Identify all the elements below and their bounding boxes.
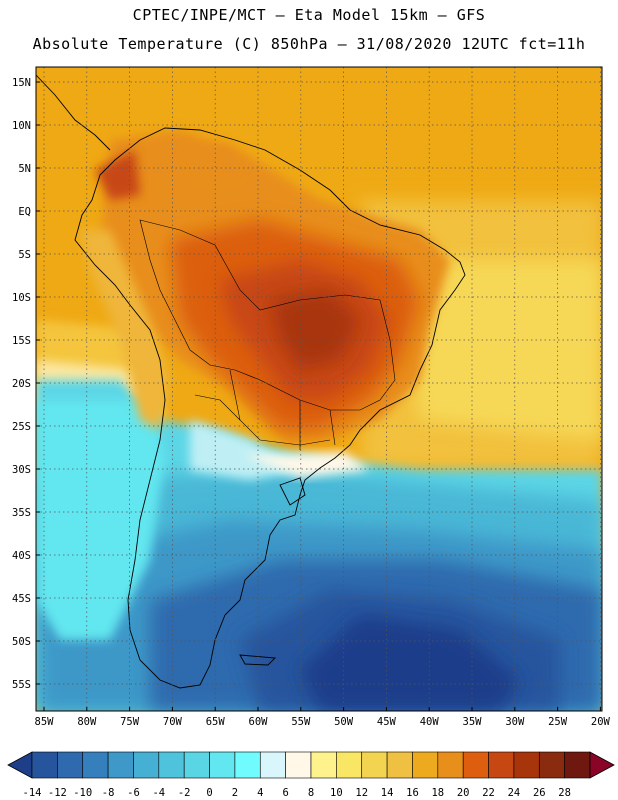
colorbar-label: 14	[381, 787, 394, 799]
colorbar-swatch	[437, 751, 464, 779]
lat-label: EQ	[18, 206, 31, 218]
colorbar-low-arrow	[7, 751, 33, 779]
chart-title-line-2: Absolute Temperature (C) 850hPa – 31/08/…	[32, 35, 586, 53]
lat-label: 20S	[12, 378, 31, 390]
colorbar-swatch	[488, 751, 515, 779]
colorbar-swatch	[183, 751, 210, 779]
colorbar-label: 0	[206, 787, 212, 799]
country-borders-south	[194, 369, 336, 450]
central-america-coast	[36, 74, 111, 151]
lat-label: 40S	[12, 550, 31, 562]
colorbar-label: -2	[178, 787, 191, 799]
falklands-outline	[239, 654, 277, 666]
lon-label: 35W	[463, 716, 483, 728]
lat-label: 5S	[18, 249, 31, 261]
colorbar-swatch	[209, 751, 236, 779]
longitude-labels: 85W 80W 75W 70W 65W 60W 55W 50W 45W 40W 35W 30W 25W 2…	[35, 707, 611, 728]
colorbar-swatch	[234, 751, 261, 779]
colorbar-label: 26	[533, 787, 546, 799]
lon-label: 50W	[334, 716, 354, 728]
colorbar-label: 6	[282, 787, 288, 799]
colorbar-swatch	[310, 751, 337, 779]
colorbar-label: 28	[558, 787, 571, 799]
colorbar-high-arrow	[589, 751, 615, 779]
colorbar-swatch	[412, 751, 439, 779]
colorbar-swatch	[386, 751, 413, 779]
lon-label: 25W	[548, 716, 568, 728]
colorbar-label: 18	[431, 787, 444, 799]
colorbar-swatch	[133, 751, 160, 779]
colorbar-swatch	[462, 751, 489, 779]
colorbar-swatch	[361, 751, 388, 779]
colorbar-label: 22	[482, 787, 495, 799]
colorbar-swatch	[158, 751, 185, 779]
colorbar-swatch	[285, 751, 312, 779]
plot-frame	[35, 66, 603, 712]
colorbar-label: 10	[330, 787, 343, 799]
colorbar-swatch	[336, 751, 363, 779]
lon-label: 20W	[591, 716, 611, 728]
colorbar-swatch	[259, 751, 286, 779]
colorbar-label: -6	[127, 787, 140, 799]
colorbar-swatch	[564, 751, 591, 779]
colorbar-swatch	[31, 751, 58, 779]
colorbar-swatch	[57, 751, 84, 779]
colorbar-label: 16	[406, 787, 419, 799]
colorbar-label: 8	[308, 787, 314, 799]
lat-label: 55S	[12, 679, 31, 691]
lat-label: 45S	[12, 593, 31, 605]
lon-label: 80W	[77, 716, 97, 728]
colorbar-label: -12	[48, 787, 67, 799]
colorbar-swatch	[107, 751, 134, 779]
lon-label: 75W	[120, 716, 140, 728]
colorbar-swatch	[82, 751, 109, 779]
lon-label: 70W	[163, 716, 183, 728]
lat-label: 5N	[18, 163, 31, 175]
chart-title-line-1: CPTEC/INPE/MCT – Eta Model 15km – GFS	[132, 6, 486, 24]
lat-label: 25S	[12, 421, 31, 433]
temperature-field	[36, 67, 602, 711]
colorbar-label: 2	[232, 787, 238, 799]
lat-label: 30S	[12, 464, 31, 476]
colorbar-label: 12	[355, 787, 368, 799]
lon-label: 55W	[291, 716, 311, 728]
lat-label: 15S	[12, 335, 31, 347]
south-america-outline	[74, 127, 466, 689]
lon-label: 85W	[35, 716, 55, 728]
lon-label: 65W	[206, 716, 226, 728]
lon-label: 30W	[505, 716, 525, 728]
colorbar-label: -10	[73, 787, 92, 799]
colorbar-label: -4	[152, 787, 165, 799]
lat-label: 15N	[12, 77, 31, 89]
lon-label: 45W	[377, 716, 397, 728]
lon-label: 60W	[249, 716, 269, 728]
colorbar-swatch	[538, 751, 565, 779]
lon-label: 40W	[420, 716, 440, 728]
colorbar-label: -14	[23, 787, 42, 799]
colorbar-label: 20	[457, 787, 470, 799]
colorbar-label: -8	[102, 787, 115, 799]
colorbar	[7, 751, 615, 779]
rio-de-la-plata	[279, 477, 306, 506]
colorbar-label: 24	[508, 787, 521, 799]
colorbar-swatch	[513, 751, 540, 779]
colorbar-labels: -14 -12 -10 -8 -6 -4 -2 0 2 4 6 8 10 12 14 16 18 20 22 24 26…	[23, 787, 571, 799]
lat-label: 50S	[12, 636, 31, 648]
lat-label: 10S	[12, 292, 31, 304]
lat-label: 35S	[12, 507, 31, 519]
colorbar-label: 4	[257, 787, 263, 799]
lat-lon-grid	[36, 67, 602, 711]
lat-label: 10N	[12, 120, 31, 132]
latitude-labels: 15N 10N 5N EQ 5S 10S 15S 20S 25S 30S 35S 40S 45S 50S 5…	[12, 77, 40, 691]
